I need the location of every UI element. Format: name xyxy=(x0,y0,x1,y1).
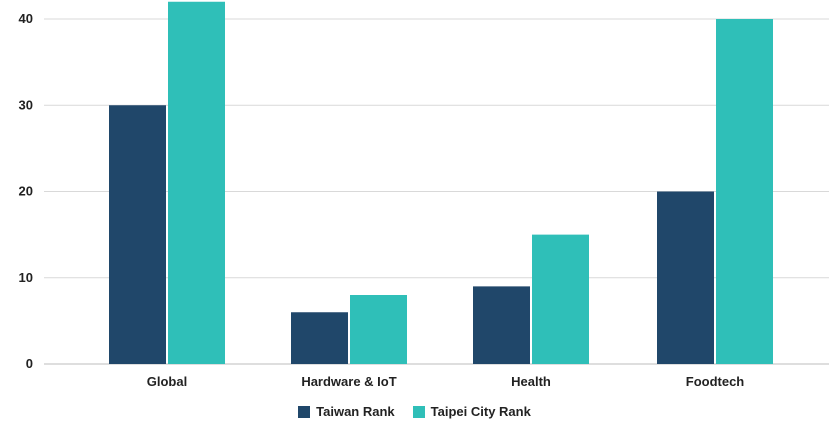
legend-swatch-taipei-city-rank xyxy=(412,405,425,418)
bar-taipei-city-rank-hardware-iot[interactable] xyxy=(350,295,407,364)
x-tick-label-0: Global xyxy=(147,374,187,389)
legend-item-taipei-city-rank[interactable]: Taipei City Rank xyxy=(412,404,531,419)
legend-item-taiwan-rank[interactable]: Taiwan Rank xyxy=(298,404,395,419)
bar-taiwan-rank-global[interactable] xyxy=(109,105,166,364)
bars xyxy=(109,1,773,365)
y-tick-label-0: 0 xyxy=(26,356,33,371)
x-tick-label-3: Foodtech xyxy=(686,374,745,389)
bar-taiwan-rank-health[interactable] xyxy=(473,286,530,364)
x-tick-label-2: Health xyxy=(511,374,551,389)
legend-label-taipei-city-rank: Taipei City Rank xyxy=(430,404,531,419)
bar-taipei-city-rank-health[interactable] xyxy=(532,234,589,364)
y-tick-label-30: 30 xyxy=(19,97,33,112)
y-axis-ticks: 0 10 20 30 40 xyxy=(19,11,33,371)
legend-swatch-taiwan-rank xyxy=(298,405,311,418)
y-tick-label-40: 40 xyxy=(19,11,33,26)
x-tick-label-1: Hardware & IoT xyxy=(301,374,396,389)
bar-taiwan-rank-hardware-iot[interactable] xyxy=(291,312,348,364)
x-axis-ticks: Global Hardware & IoT Health Foodtech xyxy=(147,374,745,389)
bar-taiwan-rank-foodtech[interactable] xyxy=(657,191,714,365)
y-tick-label-10: 10 xyxy=(19,270,33,285)
bar-taipei-city-rank-foodtech[interactable] xyxy=(716,19,773,364)
legend-label-taiwan-rank: Taiwan Rank xyxy=(316,404,395,419)
legend: Taiwan Rank Taipei City Rank xyxy=(0,404,829,419)
y-tick-label-20: 20 xyxy=(19,184,33,199)
bar-taipei-city-rank-global[interactable] xyxy=(168,1,225,364)
